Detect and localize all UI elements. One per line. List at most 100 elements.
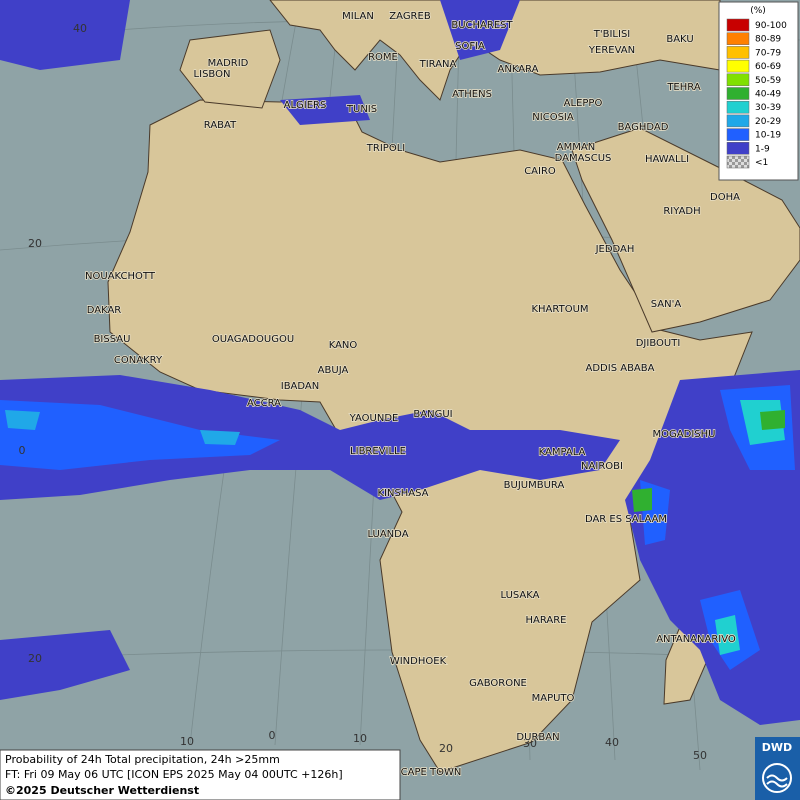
legend-label: 60-69	[755, 62, 781, 72]
legend-label: 70-79	[755, 48, 781, 58]
city-label: TEHRA	[666, 82, 700, 93]
graticule-label: 50	[693, 749, 707, 762]
city-label: SAN'A	[651, 299, 682, 310]
city-label: MAPUTO	[532, 693, 575, 704]
city-label: DOHA	[710, 192, 740, 203]
city-label: CAIRO	[524, 166, 556, 177]
legend-label: 50-59	[755, 76, 781, 86]
city-label: HARARE	[525, 615, 566, 626]
city-label: BANGUI	[413, 409, 452, 420]
city-label: T'BILISI	[593, 29, 630, 40]
info-line: FT: Fri 09 May 06 UTC [ICON EPS 2025 May…	[5, 768, 343, 781]
graticule-label: 40	[605, 736, 619, 749]
city-label: TIRANA	[419, 59, 457, 70]
info-box: Probability of 24h Total precipitation, …	[0, 749, 401, 800]
city-label: AMMAN	[557, 142, 595, 153]
city-label: ABUJA	[318, 365, 349, 376]
city-label: BISSAU	[94, 334, 131, 345]
logo-background	[755, 737, 800, 800]
city-label: ALEPPO	[564, 98, 603, 109]
city-label: KAMPALA	[539, 447, 586, 458]
city-label: YAOUNDE	[349, 413, 399, 424]
city-label: TRIPOLI	[366, 143, 405, 154]
precipitation	[0, 0, 800, 725]
logo[interactable]: DWD	[755, 737, 800, 800]
city-label: ALGIERS	[284, 100, 327, 111]
legend-label: 1-9	[755, 144, 770, 154]
graticule-label: 20	[28, 652, 42, 665]
legend-swatch	[726, 18, 750, 32]
city-label: ADDIS ABABA	[586, 363, 655, 374]
graticule-label: 0	[269, 729, 276, 742]
city-label: KANO	[329, 340, 358, 351]
graticule-label: 20	[439, 742, 453, 755]
logo-text: DWD	[762, 741, 792, 754]
legend-swatch	[726, 46, 750, 59]
city-label: RIYADH	[663, 206, 700, 217]
city-label: DAMASCUS	[555, 153, 612, 164]
city-label: SOFIA	[455, 41, 485, 52]
city-label: DJIBOUTI	[636, 338, 681, 349]
graticule-label: 40	[73, 22, 87, 35]
city-label: LUANDA	[367, 529, 408, 540]
info-line: ©2025 Deutscher Wetterdienst	[5, 784, 199, 797]
city-label: NOUAKCHOTT	[85, 271, 156, 282]
legend-swatch	[726, 128, 750, 141]
legend: (%) 90-100 80-89 70-79 60-69 50-59 40-49 30-39…	[718, 1, 799, 181]
city-label: CAPE TOWN	[401, 767, 462, 778]
city-label: ACCRA	[247, 398, 281, 409]
graticule-labels: 40 20 0 20 10 0 10 20 30 40 50	[19, 22, 708, 762]
city-label: BUCHAREST	[451, 20, 513, 31]
city-label: ATHENS	[452, 89, 492, 100]
legend-label: 30-39	[755, 103, 781, 113]
graticule-label: 10	[180, 735, 194, 748]
graticule-label: 10	[353, 732, 367, 745]
city-label: NICOSIA	[532, 112, 574, 123]
city-label: DURBAN	[516, 732, 559, 743]
city-labels: MILAN ZAGREB BUCHAREST T'BILISI BAKU YEREVAN T…	[84, 10, 741, 779]
legend-swatch	[726, 73, 750, 87]
legend-swatch	[726, 59, 750, 73]
city-label: MILAN	[342, 11, 374, 22]
city-label: CONAKRY	[114, 355, 163, 366]
legend-label: 20-29	[755, 117, 781, 127]
legend-entries: 90-100 80-89 70-79 60-69 50-59 40-49 30-39 20-2…	[726, 18, 787, 169]
city-label: LISBON	[194, 69, 231, 80]
graticule-label: 30	[523, 737, 537, 750]
city-label: BAGHDAD	[618, 122, 669, 133]
legend-swatch	[726, 142, 750, 155]
city-label: GABORONE	[469, 678, 527, 689]
legend-label: 80-89	[755, 35, 781, 45]
city-label: YEREVAN	[588, 45, 635, 56]
graticule-label: 0	[19, 444, 26, 457]
city-label: ANKARA	[498, 64, 539, 75]
legend-title: (%)	[750, 6, 766, 16]
legend-swatch	[726, 87, 750, 100]
city-label: DAKAR	[87, 305, 122, 316]
legend-label: 90-100	[755, 21, 787, 31]
logo-waves	[766, 774, 788, 788]
graticule-label: 20	[28, 237, 42, 250]
logo-icon	[762, 763, 792, 793]
city-label: JEDDAH	[595, 244, 635, 255]
city-label: NAIROBI	[581, 461, 623, 472]
city-label: TUNIS	[346, 104, 377, 115]
city-label: RABAT	[204, 120, 237, 131]
legend-label: 10-19	[755, 131, 781, 141]
legend-label: 40-49	[755, 90, 781, 100]
city-label: LUSAKA	[501, 590, 540, 601]
city-label: LIBREVILLE	[350, 446, 406, 457]
city-label: IBADAN	[281, 381, 320, 392]
city-label: MOGADISHU	[653, 429, 716, 440]
city-label: MADRID	[208, 58, 249, 69]
city-label: BUJUMBURA	[504, 480, 565, 491]
info-background	[0, 749, 401, 800]
info-line: Probability of 24h Total precipitation, …	[5, 753, 280, 766]
city-label: ROME	[368, 52, 398, 63]
legend-swatch	[726, 32, 750, 45]
legend-swatch	[726, 100, 750, 114]
city-label: HAWALLI	[645, 154, 689, 165]
city-label: KHARTOUM	[531, 304, 588, 315]
legend-swatch	[726, 114, 750, 128]
